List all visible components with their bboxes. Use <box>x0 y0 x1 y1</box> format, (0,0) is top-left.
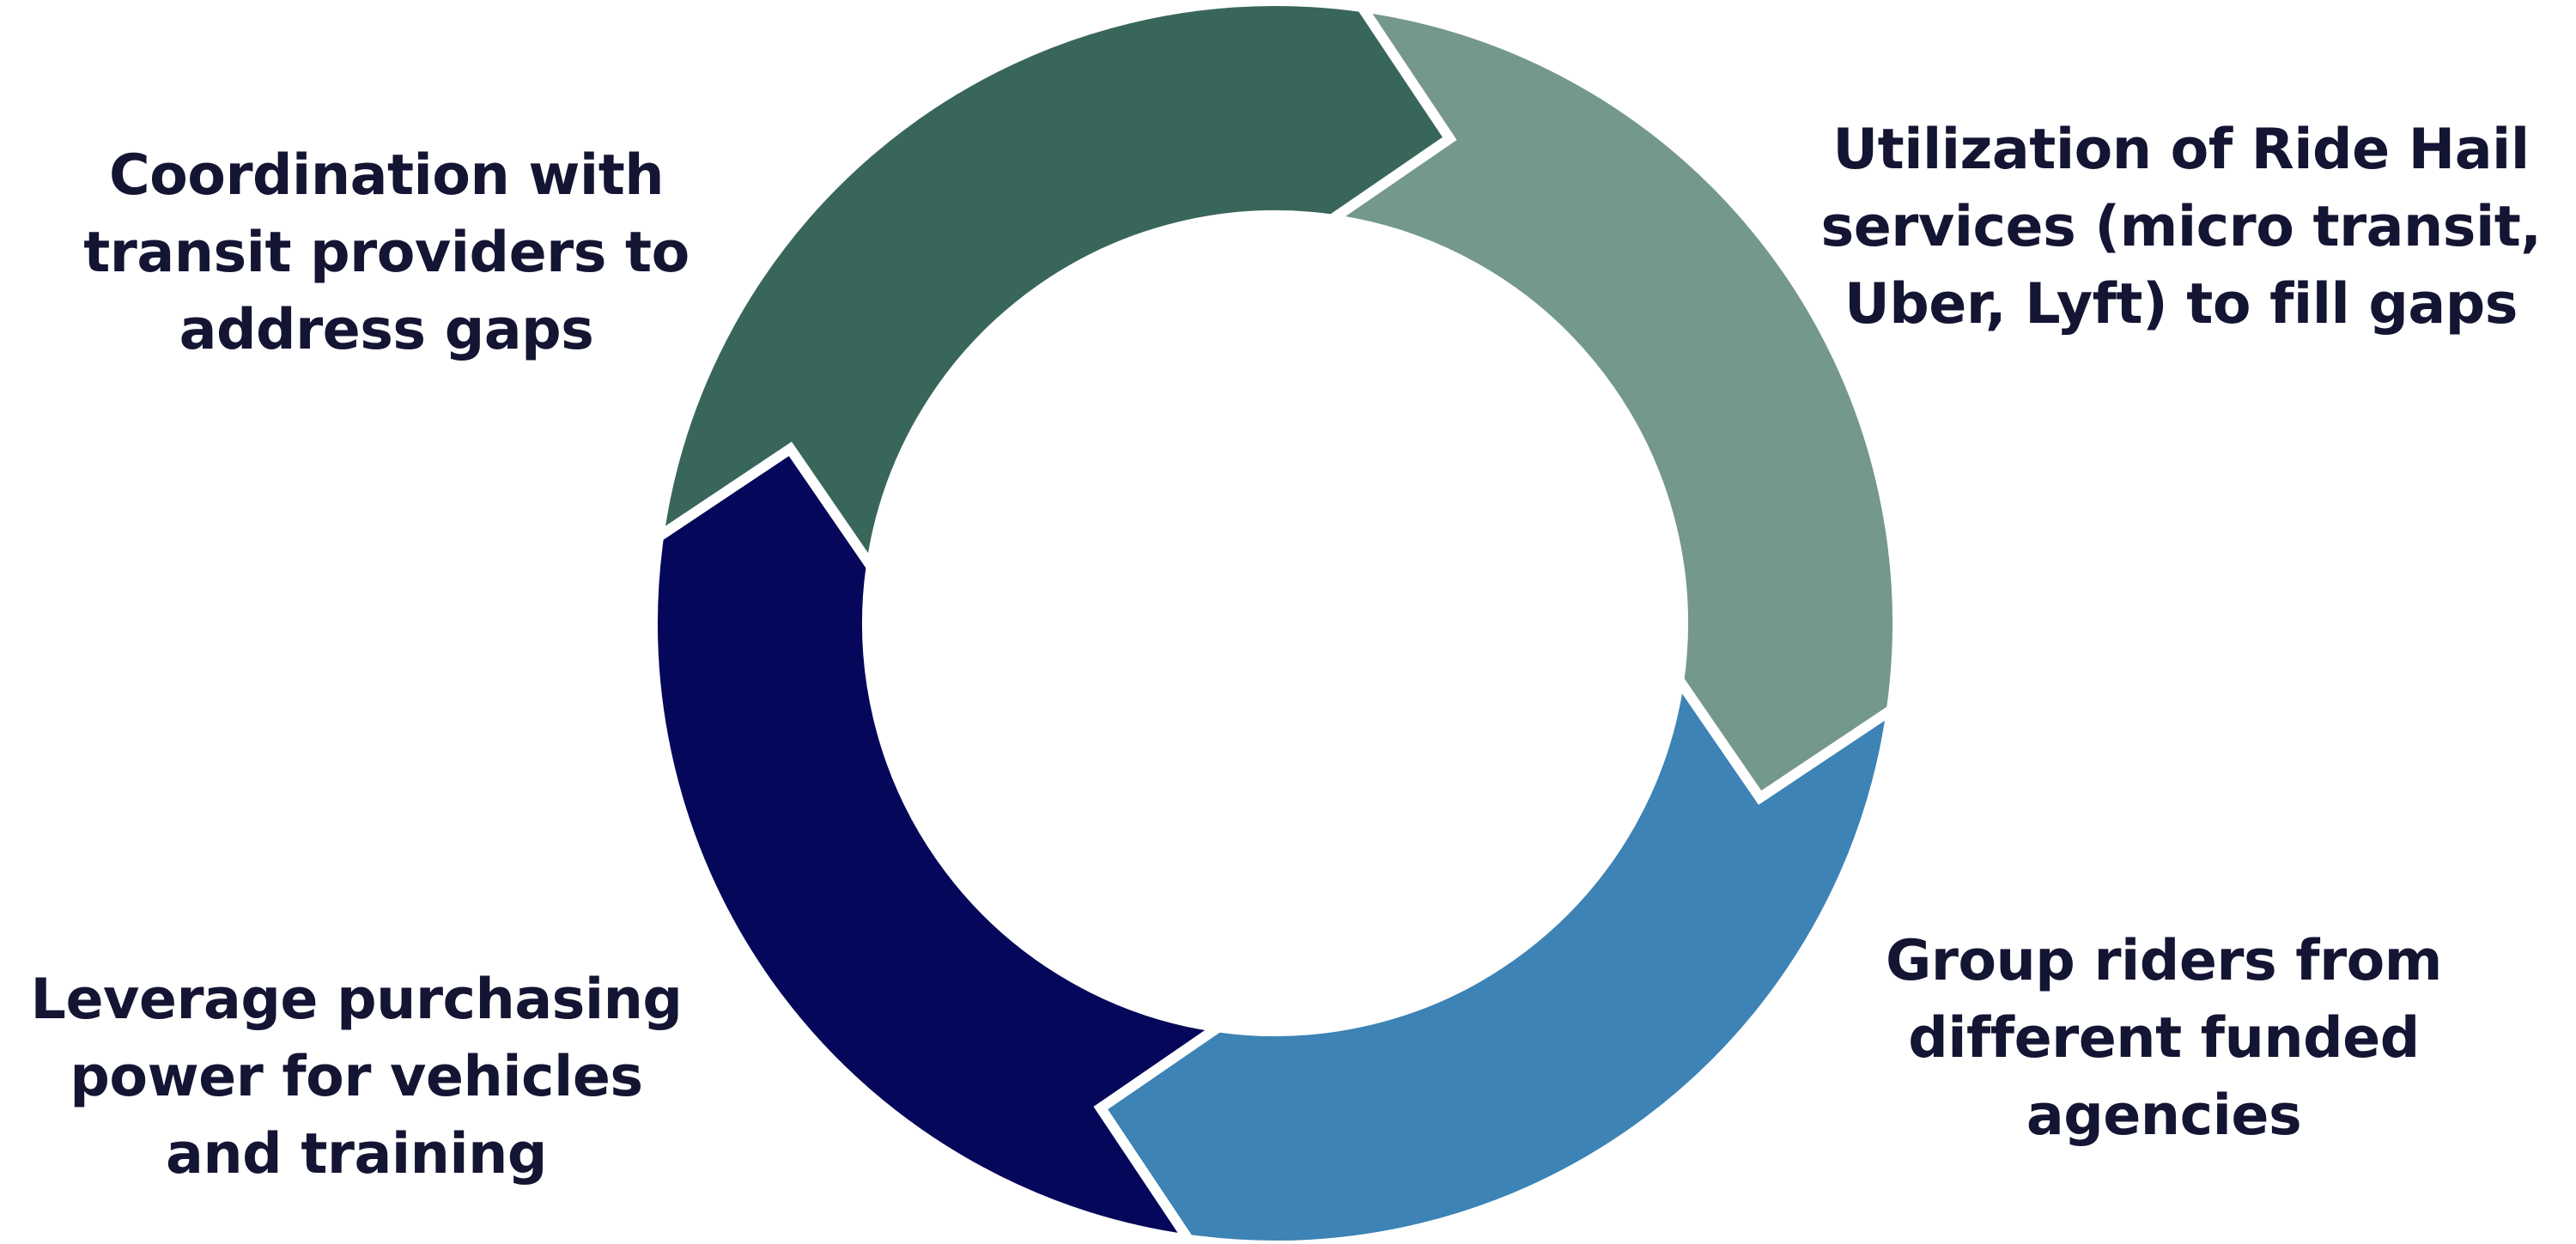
label-utilization-of-ride-hail: Utilization of Ride Hail services (micro… <box>1803 112 2559 343</box>
label-leverage-purchasing-power: Leverage purchasing power for vehicles a… <box>9 962 704 1193</box>
label-group-riders: Group riders from different funded agenc… <box>1820 923 2507 1155</box>
label-line: services (micro transit, <box>1820 195 2543 259</box>
label-coordination-with-transit-providers: Coordination with transit providers to a… <box>34 137 738 369</box>
label-line: Group riders from <box>1885 929 2443 993</box>
label-line: power for vehicles <box>70 1045 643 1109</box>
label-line: and training <box>166 1122 547 1186</box>
ring-segment-bottom-left <box>647 441 1233 1244</box>
label-line: address gaps <box>179 298 594 362</box>
ring-segment-top-left <box>652 0 1457 581</box>
label-line: Utilization of Ride Hail <box>1832 118 2530 182</box>
ring-group <box>647 0 1903 1244</box>
label-line: Leverage purchasing <box>30 968 683 1032</box>
label-line: Uber, Lyft) to fill gaps <box>1844 272 2518 337</box>
ring-segment-top-right <box>1317 0 1903 805</box>
label-line: transit providers to <box>83 221 690 285</box>
label-line: agencies <box>2026 1083 2302 1148</box>
label-line: different funded <box>1908 1006 2420 1071</box>
ring-segment-bottom-right <box>1093 665 1899 1244</box>
label-line: Coordination with <box>108 143 665 208</box>
